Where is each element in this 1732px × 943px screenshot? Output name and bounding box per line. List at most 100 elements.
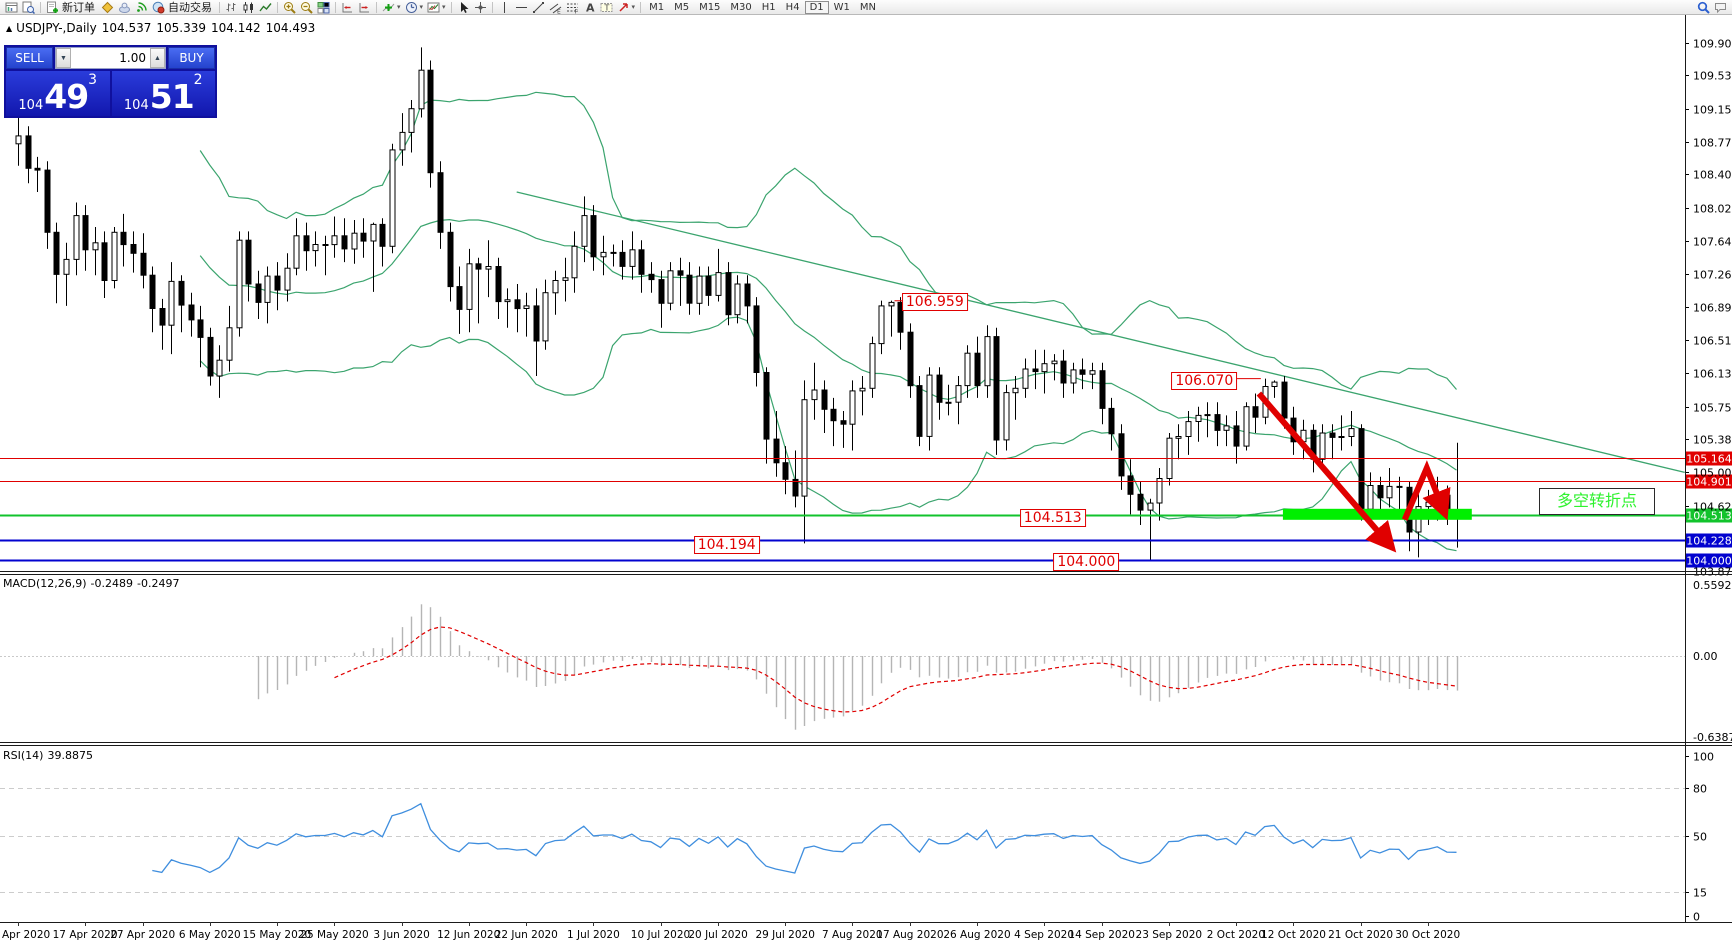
- indicators-dropdown-caret[interactable]: ▾: [397, 3, 401, 11]
- rsi-pane: [0, 788, 1685, 893]
- chat-icon[interactable]: [1713, 1, 1728, 14]
- date-label: 17 Aug 2020: [876, 929, 943, 941]
- rsi-scale-label: 50: [1693, 831, 1707, 844]
- red-direction-arrow[interactable]: [1401, 460, 1451, 521]
- bear-candle: [159, 308, 166, 326]
- price-tick-label: 107.640: [1693, 236, 1732, 249]
- bear-candle: [44, 169, 51, 233]
- templates-dropdown-caret[interactable]: ▾: [442, 3, 446, 11]
- crosshair-icon[interactable]: [473, 1, 488, 14]
- timeframe-W1[interactable]: W1: [833, 1, 850, 13]
- timeframe-H1[interactable]: H1: [761, 1, 776, 13]
- step-back-icon[interactable]: [340, 1, 355, 14]
- rsi-line: [152, 802, 1457, 874]
- search-icon[interactable]: [1696, 1, 1711, 14]
- charts-window-icon[interactable]: [4, 1, 19, 14]
- autotrading-label[interactable]: 自动交易: [168, 0, 212, 14]
- templates-icon[interactable]: [426, 1, 441, 14]
- bull-candle: [859, 387, 866, 392]
- date-label: 15 May 2020: [243, 929, 311, 941]
- lot-decrease-button[interactable]: ▼: [56, 48, 71, 68]
- trendline-icon[interactable]: [531, 1, 546, 14]
- tile-windows-icon[interactable]: [316, 1, 331, 14]
- timeframe-M1[interactable]: M1: [649, 1, 665, 13]
- bear-candle: [830, 408, 837, 422]
- autotrading-icon[interactable]: [151, 1, 166, 14]
- new-order-icon[interactable]: [45, 1, 60, 14]
- turning-point-annotation[interactable]: 多空转折点: [1539, 488, 1655, 515]
- periods-icon[interactable]: [404, 1, 419, 14]
- profile-icon[interactable]: [117, 1, 132, 14]
- price-tick-label: 104.620: [1693, 501, 1732, 514]
- bear-candle: [619, 251, 626, 267]
- bull-candle: [542, 292, 549, 342]
- price-callout-label[interactable]: 104.513: [1019, 508, 1086, 527]
- zoom-out-icon[interactable]: [299, 1, 314, 14]
- bear-candle: [207, 336, 214, 377]
- bull-candle: [226, 327, 233, 361]
- bull-candle: [945, 401, 952, 404]
- descending-trendline[interactable]: [516, 191, 1685, 474]
- bear-candle: [1281, 381, 1288, 419]
- bull-candle: [1175, 436, 1182, 439]
- close-value: 104.493: [265, 21, 316, 35]
- bull-candle: [811, 389, 818, 401]
- price-callout-label[interactable]: 106.070: [1171, 372, 1238, 391]
- signals-icon[interactable]: [134, 1, 149, 14]
- bull-candle: [1386, 485, 1393, 499]
- bear-candle: [360, 232, 367, 242]
- bull-candle: [92, 242, 99, 251]
- step-forward-icon[interactable]: [357, 1, 372, 14]
- red-direction-arrow[interactable]: [1256, 391, 1397, 553]
- fibonacci-icon[interactable]: F: [565, 1, 580, 14]
- price-callout-label[interactable]: 104.194: [693, 536, 760, 555]
- buy-price-display[interactable]: 104 51 2: [111, 71, 215, 116]
- history-icon[interactable]: [100, 1, 115, 14]
- toolbar-separator: [491, 1, 493, 13]
- text-icon[interactable]: A: [582, 1, 597, 14]
- price-tick-label: 109.530: [1693, 70, 1732, 83]
- text-label-icon[interactable]: T: [599, 1, 614, 14]
- periods-dropdown-caret[interactable]: ▾: [419, 3, 424, 11]
- lot-increase-button[interactable]: ▲: [150, 48, 165, 68]
- panel-collapse-icon[interactable]: ▲: [6, 24, 13, 33]
- arrows-icon[interactable]: [616, 1, 631, 14]
- macd-indicator-label: MACD(12,26,9) -0.2489 -0.2497: [3, 577, 183, 590]
- price-callout-label[interactable]: 106.959: [901, 293, 968, 312]
- timeframe-M15[interactable]: M15: [699, 1, 721, 13]
- timeframe-M30[interactable]: M30: [730, 1, 752, 13]
- timeframe-M5[interactable]: M5: [674, 1, 690, 13]
- support-highlight-bar[interactable]: [1282, 508, 1472, 520]
- candlestick-chart-icon[interactable]: [241, 1, 256, 14]
- zoom-in-icon[interactable]: [282, 1, 297, 14]
- timeframe-D1[interactable]: D1: [804, 0, 829, 14]
- line-chart-icon[interactable]: [258, 1, 273, 14]
- sell-price-display[interactable]: 104 49 3: [6, 71, 110, 116]
- equidistant-channel-icon[interactable]: E: [548, 1, 563, 14]
- bear-candle: [53, 231, 60, 275]
- date-label: 10 Jul 2020: [631, 929, 690, 941]
- arrows-dropdown-caret[interactable]: ▾: [631, 3, 636, 11]
- horizontal-line-icon[interactable]: [514, 1, 529, 14]
- price-callout-label[interactable]: 104.000: [1053, 552, 1120, 571]
- buy-button[interactable]: BUY: [168, 47, 215, 69]
- bear-candle: [274, 275, 281, 291]
- price-tag-label: 105.164: [1686, 453, 1732, 466]
- cursor-icon[interactable]: [456, 1, 471, 14]
- bull-candle: [1012, 387, 1019, 394]
- vertical-line-icon[interactable]: [497, 1, 512, 14]
- bull-candle: [1022, 368, 1029, 389]
- timeframe-MN[interactable]: MN: [859, 1, 876, 13]
- date-label: 23 Sep 2020: [1136, 929, 1203, 941]
- market-watch-icon[interactable]: [21, 1, 36, 14]
- bull-candle: [399, 131, 406, 151]
- bar-chart-icon[interactable]: [224, 1, 239, 14]
- timeframe-H4[interactable]: H4: [785, 1, 800, 13]
- date-label: 20 Jul 2020: [688, 929, 747, 941]
- sell-button[interactable]: SELL: [6, 47, 53, 69]
- indicators-icon[interactable]: [381, 1, 396, 14]
- bear-candle: [140, 252, 147, 276]
- lot-size-input[interactable]: [71, 48, 150, 68]
- bear-candle: [101, 242, 108, 282]
- new-order-label[interactable]: 新订单: [62, 0, 95, 14]
